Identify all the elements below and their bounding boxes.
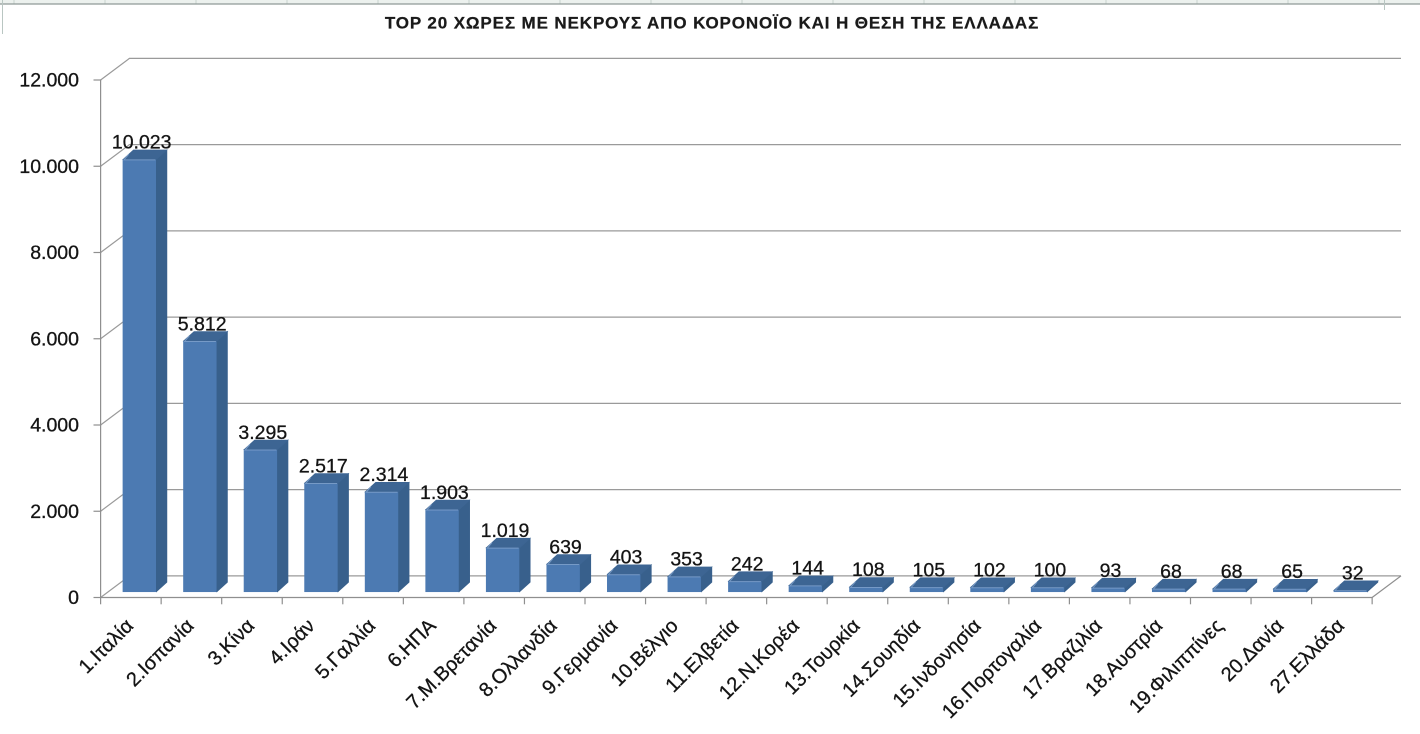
svg-text:2.517: 2.517 [299, 455, 348, 477]
svg-text:32: 32 [1342, 563, 1364, 585]
svg-text:144: 144 [791, 558, 824, 580]
svg-text:2.000: 2.000 [30, 501, 79, 523]
svg-text:639: 639 [549, 536, 582, 558]
svg-text:105: 105 [913, 559, 946, 581]
svg-text:TOP 20 ΧΩΡΕΣ ΜΕ ΝΕΚΡΟΥΣ ΑΠΟ ΚΟ: TOP 20 ΧΩΡΕΣ ΜΕ ΝΕΚΡΟΥΣ ΑΠΟ ΚΟΡΟΝΟΪΟ ΚΑΙ… [385, 14, 1039, 33]
svg-text:3.295: 3.295 [238, 422, 287, 444]
svg-text:1.903: 1.903 [420, 482, 469, 504]
svg-text:403: 403 [610, 547, 643, 569]
svg-text:12.000: 12.000 [19, 70, 79, 92]
svg-text:5.812: 5.812 [178, 313, 227, 335]
svg-text:4.000: 4.000 [30, 415, 79, 437]
svg-text:68: 68 [1160, 561, 1182, 583]
svg-text:10.023: 10.023 [112, 132, 172, 154]
svg-text:242: 242 [731, 553, 764, 575]
svg-text:100: 100 [1034, 560, 1067, 582]
svg-text:68: 68 [1221, 561, 1243, 583]
svg-text:8.000: 8.000 [30, 242, 79, 264]
svg-text:353: 353 [670, 549, 703, 571]
svg-text:1.019: 1.019 [481, 520, 530, 542]
svg-text:0: 0 [68, 587, 79, 609]
svg-text:65: 65 [1281, 561, 1303, 583]
svg-text:10.000: 10.000 [19, 156, 79, 178]
svg-text:93: 93 [1100, 560, 1122, 582]
svg-text:6.000: 6.000 [30, 328, 79, 350]
svg-text:2.314: 2.314 [359, 464, 408, 486]
svg-text:108: 108 [852, 559, 885, 581]
svg-text:102: 102 [973, 560, 1006, 582]
